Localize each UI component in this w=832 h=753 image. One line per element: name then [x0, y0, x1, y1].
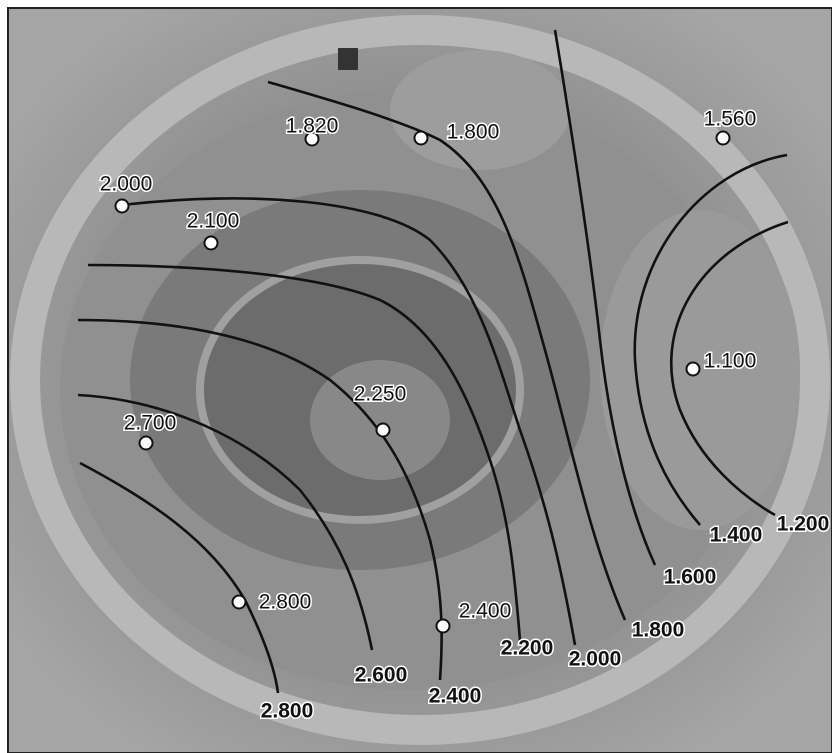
- survey-point: [715, 130, 731, 146]
- survey-point: [231, 594, 247, 610]
- survey-point: [435, 618, 451, 634]
- point-label: 2.100: [187, 210, 240, 233]
- contour-label: 1.200: [777, 513, 830, 536]
- point-label: 2.000: [100, 173, 153, 196]
- survey-point: [304, 131, 320, 147]
- contour-label: 2.400: [429, 685, 482, 708]
- survey-point: [375, 422, 391, 438]
- point-label: 2.250: [354, 383, 407, 406]
- contour-label: 2.200: [501, 637, 554, 660]
- point-label: 2.700: [124, 412, 177, 435]
- contour-label: 2.000: [569, 648, 622, 671]
- survey-point: [114, 198, 130, 214]
- point-label: 1.560: [704, 108, 757, 131]
- survey-point: [203, 235, 219, 251]
- point-label: 1.820: [286, 115, 339, 138]
- survey-points: 1.820 1.800 1.560 2.000 2.100 1.100 2.250 2.700…: [98, 106, 758, 634]
- contour-label: 2.800: [261, 700, 314, 723]
- survey-point: [138, 435, 154, 451]
- contour-label: 1.800: [632, 619, 685, 642]
- contour-lines: [77, 29, 789, 694]
- contour-labels: 1.200 1.400 1.600 1.800 2.000 2.200 2.400 2.600…: [259, 511, 831, 724]
- point-label: 1.800: [447, 121, 500, 144]
- point-label: 1.100: [704, 350, 757, 373]
- point-label: 2.400: [459, 600, 512, 623]
- point-label: 2.800: [259, 591, 312, 614]
- survey-point: [685, 361, 701, 377]
- contour-label: 1.400: [710, 524, 763, 547]
- contour-label: 2.600: [355, 664, 408, 687]
- survey-point: [413, 130, 429, 146]
- contour-label: 1.600: [664, 566, 717, 589]
